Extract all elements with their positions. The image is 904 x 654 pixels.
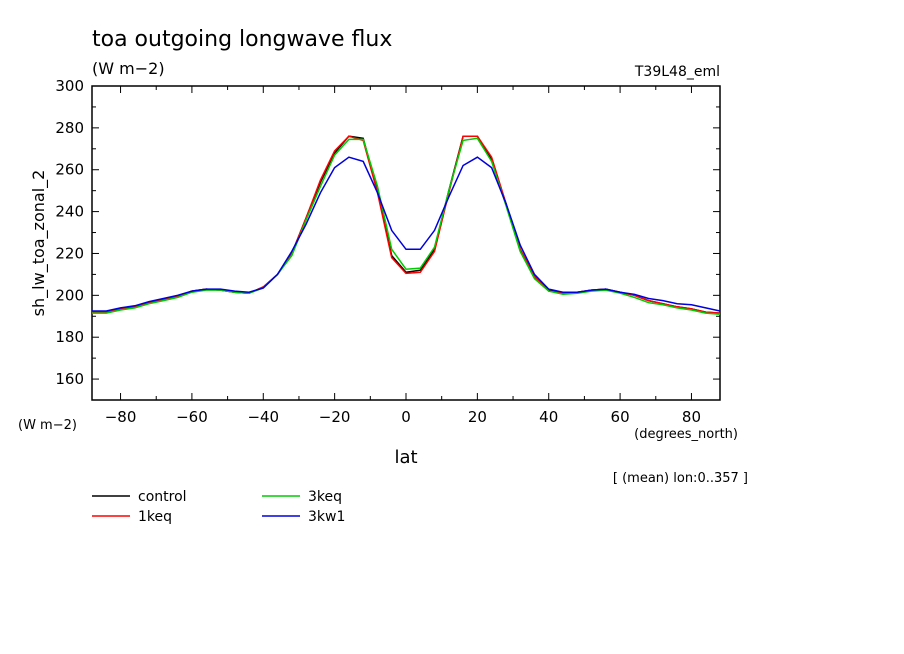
x-tick-label: 40: [539, 408, 558, 426]
legend-label-control: control: [138, 489, 187, 505]
units-label: (W m−2): [92, 59, 165, 78]
plot-area: −80 −60 −40 −20 0 20 40 60 80 160 180 200 220 240 260 2…: [55, 77, 721, 426]
x-tick-label: 60: [611, 408, 630, 426]
averaging-note: [ (mean) lon:0..357 ]: [613, 471, 748, 486]
x-tick-label: 80: [682, 408, 701, 426]
y-tick-label: 280: [55, 119, 84, 137]
legend-label-3keq: 3keq: [308, 489, 342, 505]
legend-label-1keq: 1keq: [138, 509, 172, 525]
y-units-label: (W m−2): [18, 418, 77, 433]
x-tick-label: −60: [176, 408, 208, 426]
y-tick-label: 260: [55, 161, 84, 179]
y-tick-label: 160: [55, 370, 84, 388]
chart-title: toa outgoing longwave flux: [92, 27, 392, 52]
x-tick-label: −40: [247, 408, 279, 426]
y-axis-label: sh_lw_toa_zonal_2: [29, 170, 49, 317]
y-tick-label: 200: [55, 286, 84, 304]
x-tick-label: 20: [468, 408, 487, 426]
y-tick-label: 300: [55, 77, 84, 95]
x-tick-label: −20: [319, 408, 351, 426]
plot-frame: [91, 85, 721, 401]
y-tick-label: 180: [55, 328, 84, 346]
series-line-3keq: [92, 137, 720, 315]
legend: control 1keq 3keq 3kw1: [92, 489, 345, 525]
series-line-1keq: [92, 135, 720, 314]
run-label: T39L48_eml: [634, 64, 720, 80]
series-line-3kw1: [92, 156, 720, 312]
x-axis-label: lat: [394, 447, 417, 468]
y-tick-label: 220: [55, 244, 84, 262]
x-tick-label: −80: [105, 408, 137, 426]
series-line-control: [92, 135, 720, 314]
legend-label-3kw1: 3kw1: [308, 509, 345, 525]
y-tick-label: 240: [55, 203, 84, 221]
x-tick-label: 0: [401, 408, 411, 426]
x-units-label: (degrees_north): [634, 427, 738, 442]
